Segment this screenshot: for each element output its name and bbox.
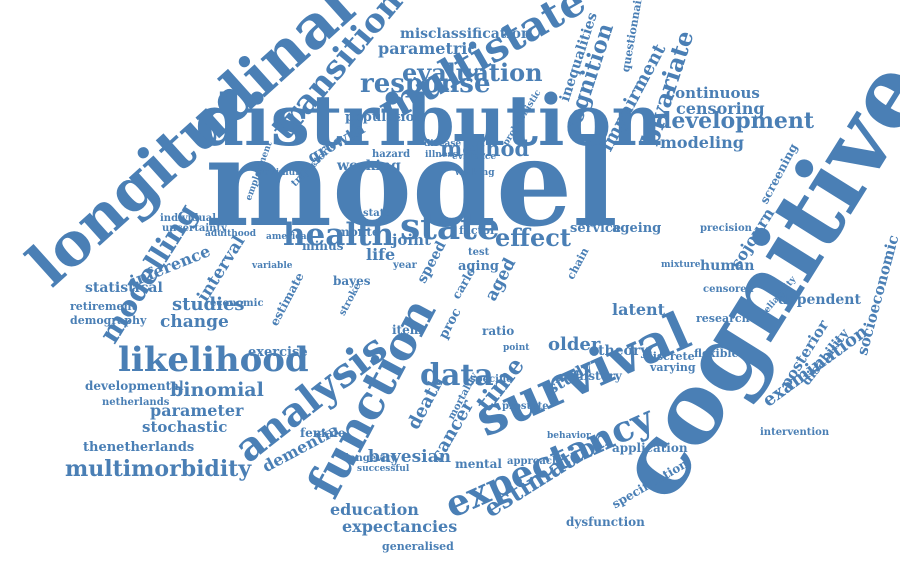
word-statistical: statistical xyxy=(85,279,163,296)
word-human: human xyxy=(700,257,755,274)
word-change: change xyxy=(160,312,229,333)
word-status: status xyxy=(363,208,398,219)
word-censored: censored xyxy=(703,284,754,295)
word-expectancies: expectancies xyxy=(342,517,458,537)
word-history: history xyxy=(575,369,622,384)
word-method: method xyxy=(440,136,530,162)
word-estimate: estimate xyxy=(267,270,307,329)
word-application: application xyxy=(612,441,688,456)
word-modeling: modeling xyxy=(660,133,744,153)
word-thenetherlands: thenetherlands xyxy=(83,439,195,455)
word-specific: specific xyxy=(470,374,513,385)
word-older: older xyxy=(548,333,601,355)
word-retirement: retirement xyxy=(70,300,137,314)
word-misclassification: misclassification xyxy=(400,25,532,42)
word-service: service xyxy=(570,220,622,236)
word-item: item xyxy=(392,323,423,338)
word-illness: illness xyxy=(425,149,458,160)
word-individual: individual xyxy=(160,213,217,224)
word-bayesian: bayesian xyxy=(368,447,451,468)
word-state: state xyxy=(400,206,500,249)
word-maximum: maximum xyxy=(255,167,305,178)
word-netherlands: netherlands xyxy=(102,397,170,408)
word-successful: successful xyxy=(357,463,410,474)
word-bayes: bayes xyxy=(333,274,371,289)
word-hazard: hazard xyxy=(372,149,411,160)
word-evidence: evidence xyxy=(452,151,497,162)
word-uncertainty: uncertainty xyxy=(162,223,227,234)
word-exercise: exercise xyxy=(248,344,308,360)
word-dependent: dependent xyxy=(778,291,861,308)
word-minus: minus xyxy=(302,239,344,254)
word-precision: precision xyxy=(700,223,752,234)
word-evaluation: evaluation xyxy=(402,57,543,87)
word-discrete: discrete xyxy=(645,350,695,364)
word-socioeconomic: socioeconomic xyxy=(853,233,900,358)
word-joint: joint xyxy=(392,231,431,249)
word-data: data xyxy=(420,358,494,393)
word-demography: demography xyxy=(70,314,147,328)
word-ageing: ageing xyxy=(612,220,662,236)
word-behavior: behavior xyxy=(547,430,591,441)
word-longevity: longevity xyxy=(345,453,397,464)
word-multimorbidity: multimorbidity xyxy=(65,456,252,483)
word-population: population xyxy=(345,109,424,125)
word-stochastic: stochastic xyxy=(142,418,228,436)
word-flexible: flexible xyxy=(694,347,739,361)
word-censoring: censoring xyxy=(676,99,765,119)
word-generalised: generalised xyxy=(382,540,454,554)
word-monte: monte xyxy=(337,225,380,240)
word-ratio: ratio xyxy=(482,324,515,339)
word-factor: factor xyxy=(459,224,496,238)
word-adulthood: adulthood xyxy=(205,228,257,239)
word-continuous: continuous xyxy=(666,84,760,102)
word-mixture: mixture xyxy=(661,259,701,270)
word-economic: economic xyxy=(210,298,264,309)
word-likelihood: likelihood xyxy=(118,339,309,380)
word-working: working xyxy=(337,157,401,174)
word-education: education xyxy=(330,500,419,520)
word-variable: variable xyxy=(252,260,293,271)
word-america: america xyxy=(266,231,307,242)
word-parameter: parameter xyxy=(150,401,244,421)
word-death: death xyxy=(403,372,449,433)
word-parametric: parametric xyxy=(378,39,478,59)
word-latent: latent xyxy=(612,300,666,320)
word-point: point xyxy=(503,342,530,353)
word-model: model xyxy=(205,113,618,254)
word-aging: aging xyxy=(458,258,499,274)
word-intervention: intervention xyxy=(760,427,830,438)
word-varying: varying xyxy=(650,361,696,375)
word-developmental: developmental xyxy=(85,379,184,394)
word-studies: studies xyxy=(172,293,245,315)
word-walking: walking xyxy=(455,167,495,178)
word-year: year xyxy=(393,260,417,271)
word-dysfunction: dysfunction xyxy=(566,515,645,530)
word-life: life xyxy=(366,245,396,265)
word-distribution: distribution xyxy=(195,79,663,162)
word-health: health xyxy=(283,217,394,254)
word-effect: effect xyxy=(495,222,571,252)
word-approach: approach xyxy=(507,456,560,467)
word-disease: disease xyxy=(424,138,462,149)
word-binomial: binomial xyxy=(170,378,264,401)
word-response: response xyxy=(360,69,491,100)
word-theory: theory xyxy=(598,342,649,359)
word-mental: mental xyxy=(455,457,502,472)
word-research: research xyxy=(696,312,750,326)
word-development: development xyxy=(656,108,815,135)
word-female: female xyxy=(300,426,346,441)
word-prostate: prostate xyxy=(502,401,549,412)
word-test: test xyxy=(468,247,490,258)
